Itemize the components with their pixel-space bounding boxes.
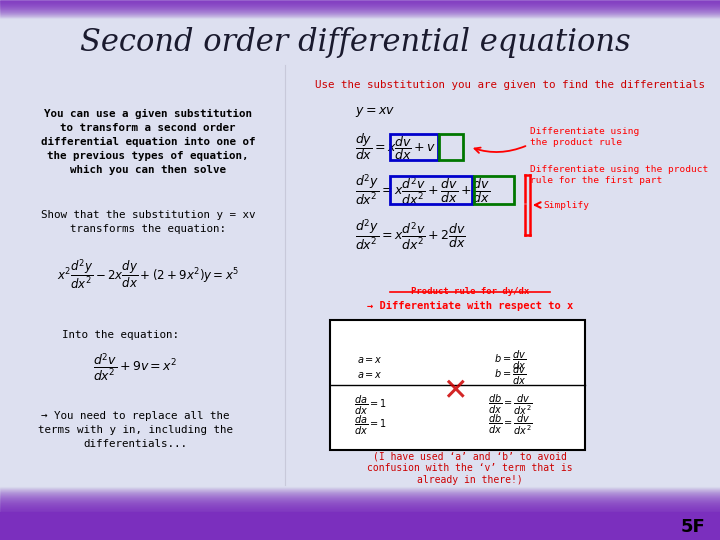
Bar	[0, 2, 720, 3]
Bar	[0, 490, 720, 491]
Bar	[0, 495, 720, 496]
Bar	[0, 512, 720, 540]
Text: → You need to replace all the
terms with y in, including the
differentials...: → You need to replace all the terms with…	[37, 411, 233, 449]
Bar	[0, 7, 720, 8]
Text: $\dfrac{dy}{dx}=x\dfrac{dv}{dx}+v$: $\dfrac{dy}{dx}=x\dfrac{dv}{dx}+v$	[355, 132, 436, 163]
Text: Product rule for dy/dx: Product rule for dy/dx	[411, 287, 529, 296]
Text: Simplify: Simplify	[543, 200, 589, 210]
Bar	[0, 500, 720, 501]
FancyBboxPatch shape	[330, 320, 585, 450]
Bar	[0, 501, 720, 502]
Bar	[0, 16, 720, 17]
Bar	[0, 1, 720, 2]
Bar	[0, 6, 720, 7]
Text: 5F: 5F	[680, 518, 705, 536]
Text: Use the substitution you are given to find the differentials: Use the substitution you are given to fi…	[315, 80, 705, 90]
Text: → Differentiate with respect to x: → Differentiate with respect to x	[367, 301, 573, 311]
Text: $\dfrac{d^2y}{dx^2}=x\dfrac{d^2v}{dx^2}+\dfrac{dv}{dx}+\dfrac{dv}{dx}$: $\dfrac{d^2y}{dx^2}=x\dfrac{d^2v}{dx^2}+…	[355, 173, 490, 207]
Text: Show that the substitution y = xv
transforms the equation:: Show that the substitution y = xv transf…	[41, 210, 256, 234]
Text: $y = xv$: $y = xv$	[355, 105, 395, 119]
Bar	[0, 504, 720, 505]
Text: $\dfrac{da}{dx}=1$: $\dfrac{da}{dx}=1$	[354, 414, 387, 436]
Bar	[0, 511, 720, 512]
Text: $b = \dfrac{dv}{dx}$: $b = \dfrac{dv}{dx}$	[494, 348, 526, 372]
Text: $\dfrac{d^2y}{dx^2}=x\dfrac{d^2v}{dx^2}+2\dfrac{dv}{dx}$: $\dfrac{d^2y}{dx^2}=x\dfrac{d^2v}{dx^2}+…	[355, 218, 466, 252]
Text: $a = x$: $a = x$	[357, 370, 383, 380]
Text: $\dfrac{da}{dx}=1$: $\dfrac{da}{dx}=1$	[354, 394, 387, 416]
Bar	[0, 4, 720, 5]
Text: $x^2\dfrac{d^2y}{dx^2} - 2x\dfrac{dy}{dx} + (2 + 9x^2)y = x^5$: $x^2\dfrac{d^2y}{dx^2} - 2x\dfrac{dy}{dx…	[57, 258, 239, 292]
Bar	[0, 508, 720, 509]
Bar	[0, 12, 720, 13]
Bar	[0, 8, 720, 9]
Bar	[0, 0, 720, 1]
Bar	[0, 14, 720, 15]
Bar	[0, 487, 720, 488]
Bar	[0, 10, 720, 11]
Text: You can use a given substitution
to transform a second order
differential equati: You can use a given substitution to tran…	[41, 109, 256, 175]
Text: Into the equation:: Into the equation:	[61, 330, 179, 340]
Bar	[0, 506, 720, 507]
Bar	[0, 3, 720, 4]
Bar	[0, 11, 720, 12]
Bar	[0, 510, 720, 511]
Text: $b = \dfrac{dv}{dx}$: $b = \dfrac{dv}{dx}$	[494, 363, 526, 387]
Bar	[0, 499, 720, 500]
Bar	[0, 492, 720, 493]
Text: $\dfrac{d^2v}{dx^2} + 9v = x^2$: $\dfrac{d^2v}{dx^2} + 9v = x^2$	[93, 351, 177, 383]
Bar	[0, 15, 720, 16]
Bar	[0, 494, 720, 495]
Bar	[0, 5, 720, 6]
Text: Second order differential equations: Second order differential equations	[80, 26, 630, 57]
Bar	[0, 489, 720, 490]
Text: ✕: ✕	[442, 377, 468, 407]
Bar	[0, 17, 720, 18]
Bar	[0, 507, 720, 508]
Bar	[0, 491, 720, 492]
Text: Differentiate using
the product rule: Differentiate using the product rule	[530, 127, 639, 147]
Bar	[0, 502, 720, 503]
Text: $\dfrac{db}{dx}=\dfrac{dv}{dx^2}$: $\dfrac{db}{dx}=\dfrac{dv}{dx^2}$	[487, 413, 532, 437]
Bar	[0, 488, 720, 489]
Bar	[0, 505, 720, 506]
Bar	[0, 493, 720, 494]
Text: $a = x$: $a = x$	[357, 355, 383, 365]
Bar	[0, 498, 720, 499]
Bar	[0, 497, 720, 498]
Bar	[0, 9, 720, 10]
Bar	[0, 509, 720, 510]
Text: $\dfrac{db}{dx}=\dfrac{dv}{dx^2}$: $\dfrac{db}{dx}=\dfrac{dv}{dx^2}$	[487, 393, 532, 417]
Bar	[0, 503, 720, 504]
Bar	[0, 496, 720, 497]
Text: (I have used ‘a’ and ‘b’ to avoid
confusion with the ‘v’ term that is
already in: (I have used ‘a’ and ‘b’ to avoid confus…	[367, 451, 573, 484]
Text: Differentiate using the product
rule for the first part: Differentiate using the product rule for…	[530, 165, 708, 185]
Bar	[0, 13, 720, 14]
